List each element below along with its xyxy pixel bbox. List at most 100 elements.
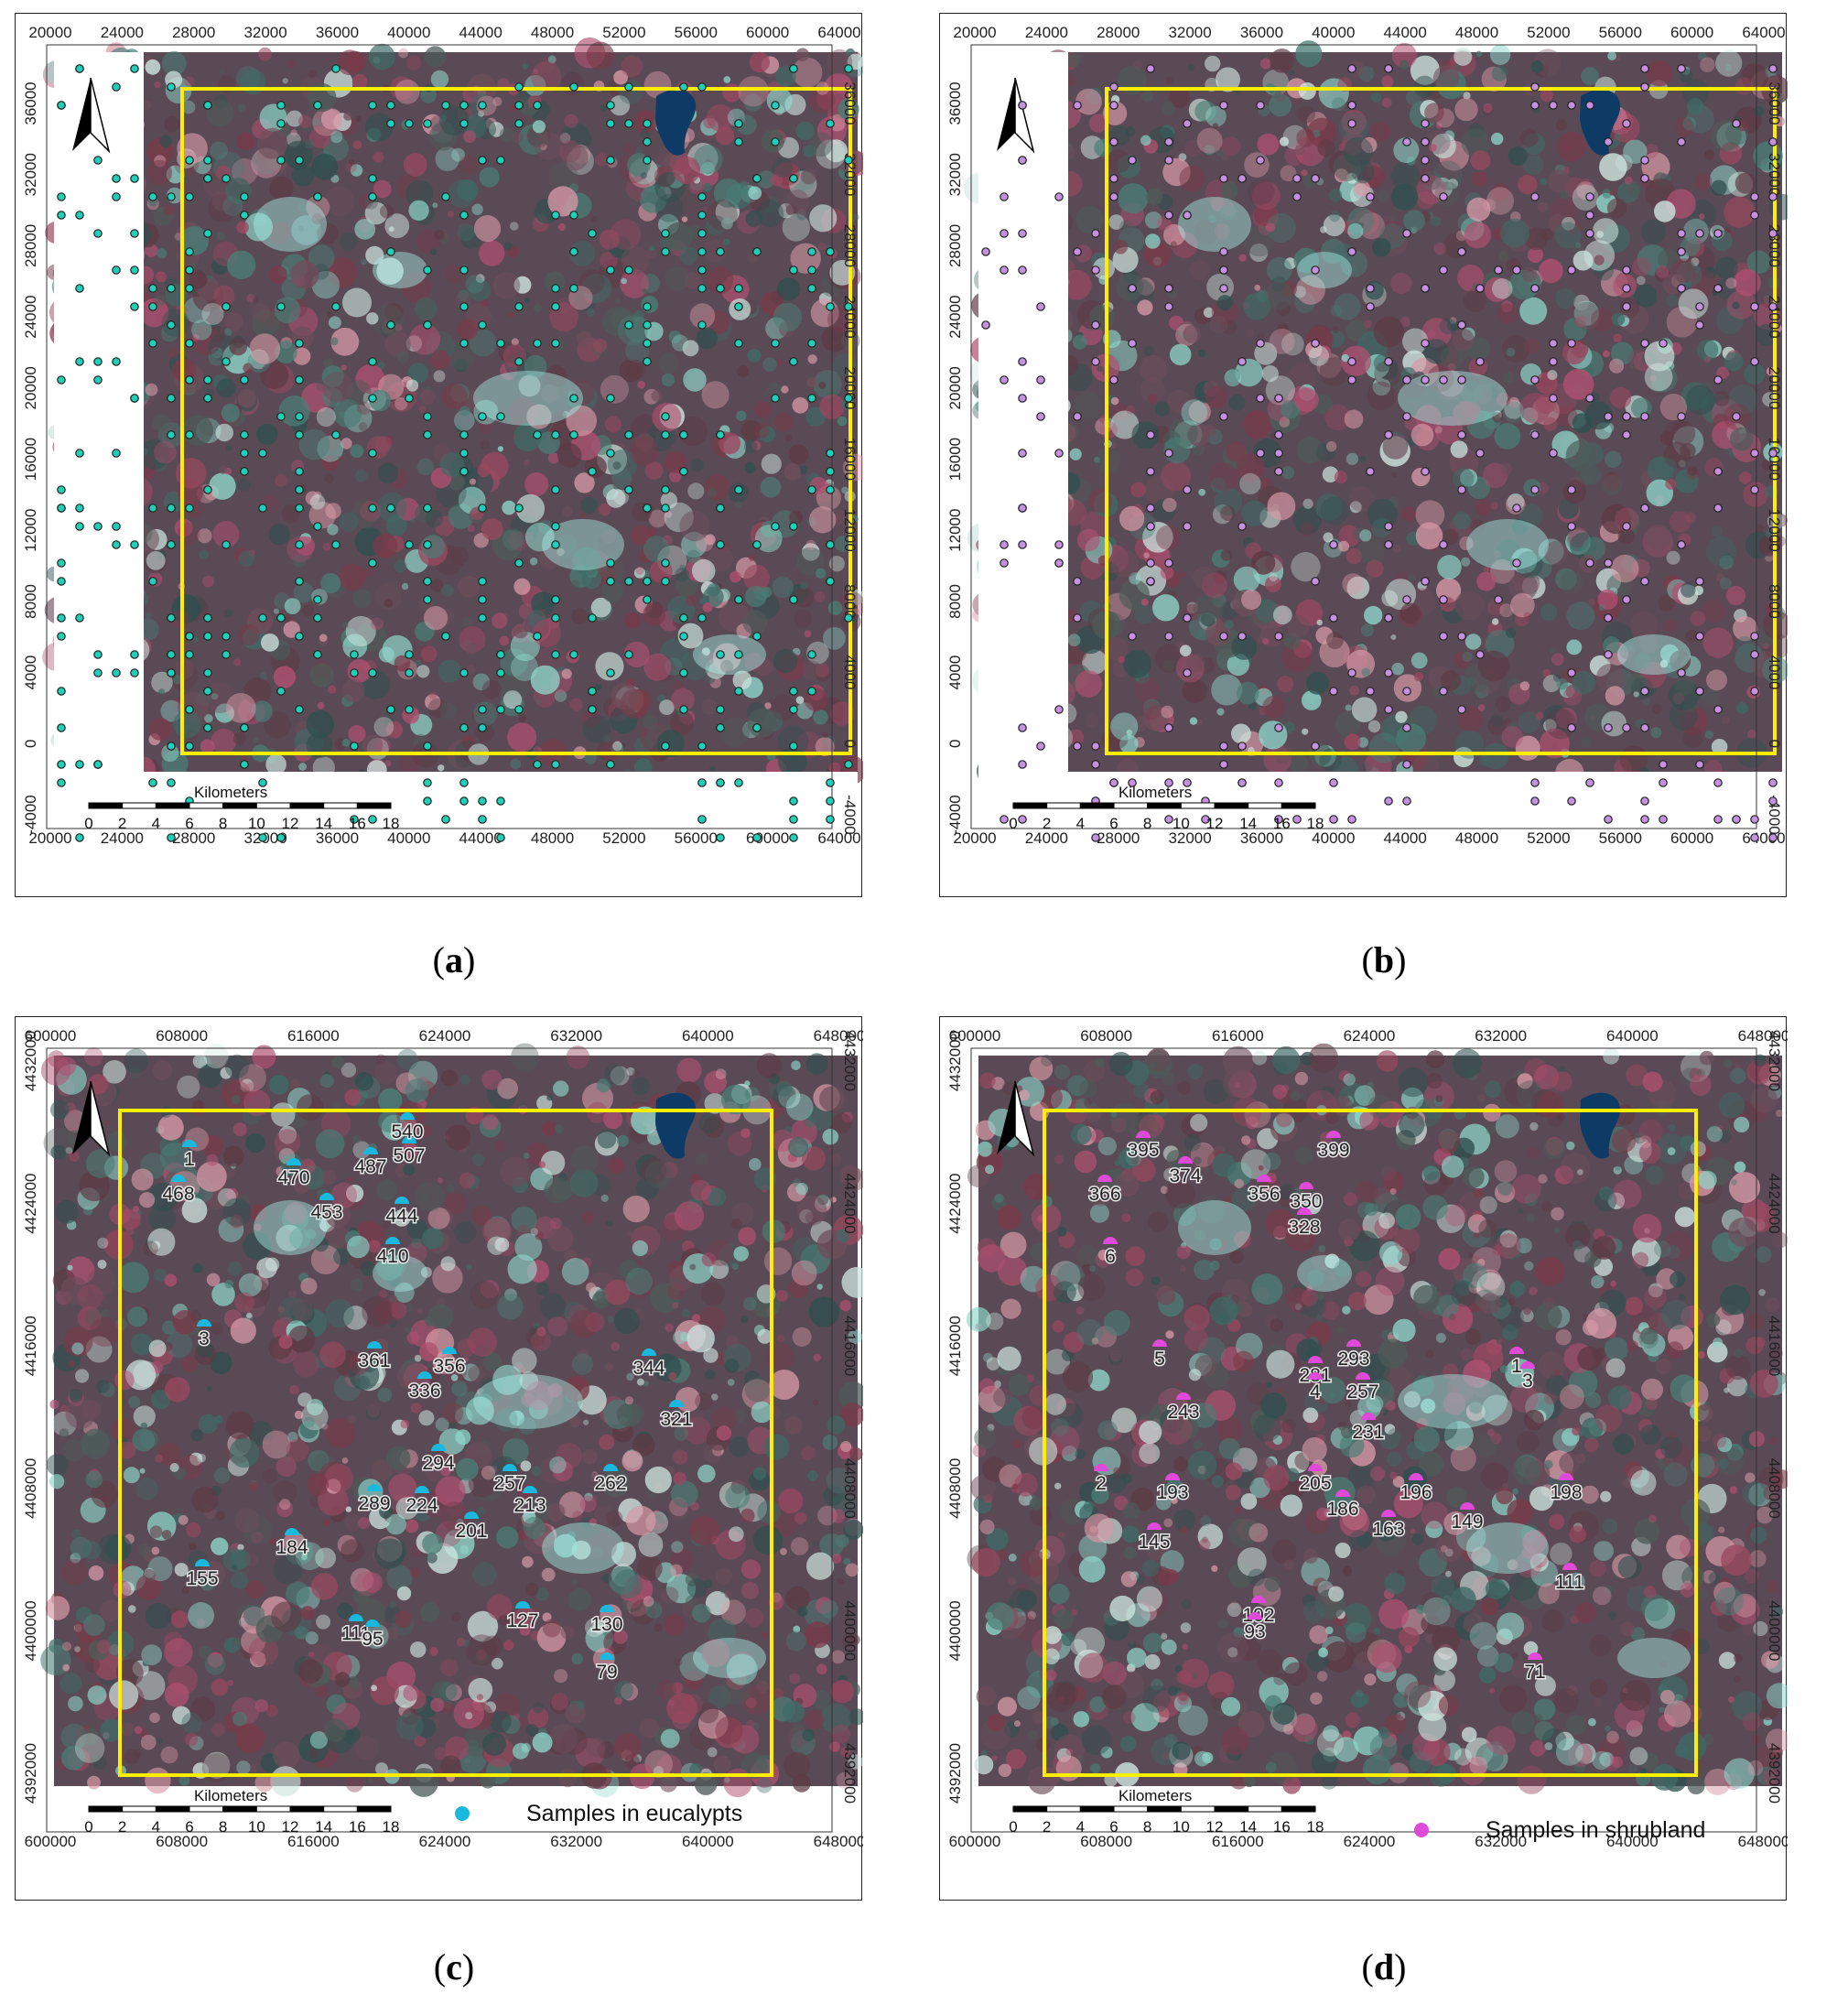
image-texture [1214,223,1230,240]
image-texture [401,1120,420,1139]
image-texture [795,696,805,704]
image-texture [1734,269,1761,297]
sample-point [807,284,816,293]
image-texture [357,401,371,416]
image-texture [509,222,519,231]
image-texture [361,1261,376,1276]
image-texture [482,1114,499,1131]
image-texture [373,1538,405,1569]
image-texture [478,418,493,434]
image-texture [178,1514,189,1525]
sample-point [551,613,560,623]
sample-point [1274,467,1283,476]
sample-point [185,504,194,513]
image-texture [330,130,343,144]
sample-point [1567,668,1576,677]
image-texture [300,1277,318,1294]
image-texture [561,1258,589,1285]
image-texture [1360,623,1374,637]
sample-point [1750,211,1759,220]
image-texture [406,379,419,392]
image-texture [684,1670,704,1691]
sample-point [1695,302,1704,311]
image-texture [1167,389,1191,413]
x-tick-label-bottom: 40000 [1312,829,1355,847]
sample-point [167,742,176,751]
image-texture [169,1463,179,1472]
image-texture [300,1606,315,1620]
image-texture [853,608,859,614]
sample-point [789,265,798,275]
image-texture [340,438,352,450]
image-texture [1500,462,1512,475]
image-texture [1207,215,1216,223]
image-texture [217,1187,236,1208]
image-texture [524,460,530,466]
sample-point [1146,522,1155,531]
sample-point [1585,101,1594,110]
image-texture [1225,441,1246,462]
image-texture [1244,152,1270,178]
y-tick-label-left: 4000 [22,655,39,690]
sample-point [1585,778,1594,787]
image-texture [62,1438,85,1462]
image-texture [388,226,394,233]
image-texture [377,1387,393,1403]
sample-point [606,265,615,275]
image-texture [386,1565,413,1591]
image-texture [1357,737,1368,748]
sample-point [1164,632,1173,641]
image-texture [224,1279,234,1289]
sample-point [1018,101,1027,110]
image-texture [142,1240,158,1257]
image-texture [330,327,360,356]
image-texture [470,329,497,357]
image-texture [221,404,240,423]
bright-patch [1466,519,1549,570]
scale-bar-segment [122,802,157,809]
sample-point [1146,577,1155,586]
sample-point [1384,357,1393,366]
image-texture [665,1323,674,1332]
image-texture [244,1082,260,1098]
image-texture [440,1256,456,1272]
image-texture [802,1146,826,1171]
sample-point [752,540,762,549]
image-texture [1146,188,1163,206]
sample-point [1713,229,1723,238]
image-texture [721,217,733,230]
sample-point [258,449,267,458]
sample-point [1073,247,1082,256]
sample-point [1604,723,1613,732]
image-texture [225,1411,254,1440]
sample-point [148,504,157,513]
image-texture [1292,505,1322,535]
image-texture [673,1449,688,1465]
image-texture [1264,281,1293,310]
sample-point [1329,778,1338,787]
sample-point [606,577,615,586]
sample-point [807,265,816,275]
image-texture [1431,133,1456,159]
sample-point [716,705,725,714]
image-texture [69,1389,83,1403]
image-texture [197,1340,214,1358]
image-texture [547,55,557,64]
image-texture [729,1435,751,1457]
sample-point [1347,119,1356,128]
sample-point [661,247,670,256]
image-texture [270,645,300,676]
sample-point [405,705,414,714]
image-texture [1184,139,1203,157]
image-texture [590,1545,604,1558]
image-texture [1464,222,1491,249]
image-texture [1538,538,1564,565]
image-texture [756,200,784,228]
image-texture [849,1447,863,1461]
image-texture [589,1472,600,1482]
image-texture [1735,636,1754,655]
image-texture [292,554,307,568]
image-texture [250,1651,266,1668]
y-tick-label-left: 0 [946,740,964,748]
image-texture [1243,225,1275,257]
